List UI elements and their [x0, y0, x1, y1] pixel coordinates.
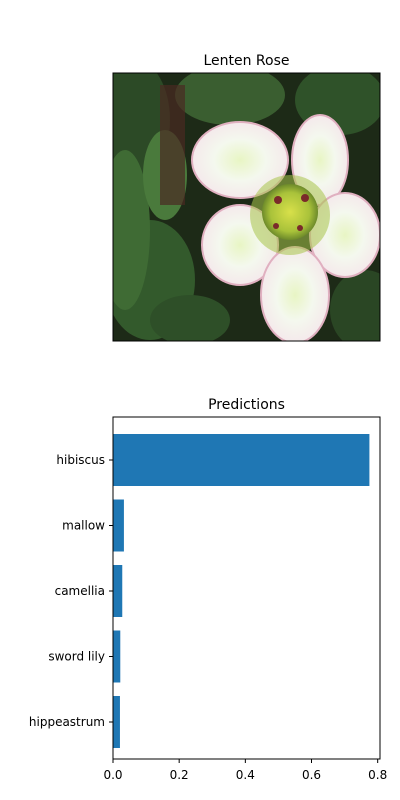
chart-title: Predictions: [208, 397, 285, 413]
x-tick-label: 0.0: [103, 768, 122, 782]
bar-camellia: [113, 565, 123, 617]
x-axis-ticks: 0.0 0.2 0.4 0.6 0.8: [103, 759, 387, 782]
y-tick-label: camellia: [55, 584, 105, 598]
bar-group: [113, 434, 370, 748]
chart-plot-frame: [112, 416, 381, 760]
bar-mallow: [113, 499, 124, 552]
bar-hippeastrum: [113, 696, 120, 748]
y-axis-ticks: hibiscus mallow camellia sword lily hippeast…: [29, 453, 113, 729]
y-tick-label: mallow: [62, 519, 105, 533]
flower-photo: [113, 73, 380, 341]
x-tick-label: 0.6: [302, 768, 321, 782]
x-tick-label: 0.8: [368, 768, 387, 782]
x-tick-label: 0.2: [170, 768, 189, 782]
y-tick-label: hippeastrum: [29, 715, 105, 729]
x-tick-label: 0.4: [236, 768, 255, 782]
y-tick-label: sword lily: [48, 650, 105, 664]
image-panel-title: Lenten Rose: [203, 53, 289, 69]
bar-sword-lily: [113, 630, 121, 683]
y-tick-label: hibiscus: [56, 453, 105, 467]
image-panel-frame: [112, 72, 381, 342]
bar-hibiscus: [113, 434, 370, 486]
